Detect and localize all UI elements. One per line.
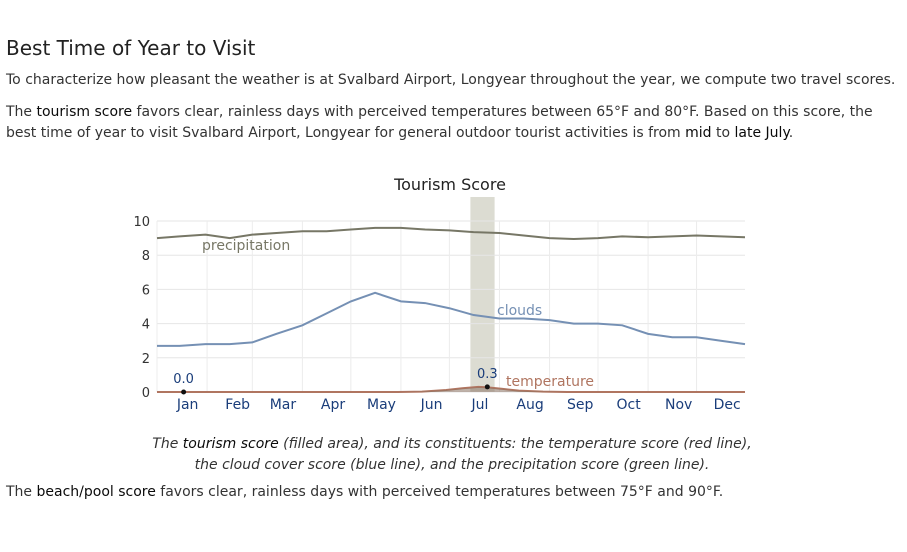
beach-text-1: The xyxy=(6,484,37,500)
x-tick-label: Sep xyxy=(567,397,594,413)
beach-text-2: favors clear, rainless days with perceiv… xyxy=(155,484,724,500)
y-tick-label: 6 xyxy=(142,283,150,298)
x-tick-label: Feb xyxy=(225,397,250,413)
y-tick-label: 2 xyxy=(142,352,150,367)
section-title: Best Time of Year to Visit xyxy=(6,36,256,60)
x-tick-label: Jul xyxy=(471,397,489,413)
clouds-line xyxy=(157,291,746,347)
temperature-series-label: temperature xyxy=(506,374,594,390)
temperature-line xyxy=(157,385,745,393)
annotation-point xyxy=(484,384,490,390)
chart-title: Tourism Score xyxy=(393,175,506,194)
x-tick-label: Oct xyxy=(617,397,642,413)
precipitation-series-label: precipitation xyxy=(202,238,290,254)
caption-tourism-score: tourism score xyxy=(182,436,279,452)
tourism-score-area xyxy=(157,387,745,392)
tourism-paragraph: The tourism score favors clear, rainless… xyxy=(6,102,901,144)
beach-paragraph: The beach/pool score favors clear, rainl… xyxy=(6,482,723,503)
x-tick-label: Nov xyxy=(665,397,692,413)
x-tick-label: Jan xyxy=(176,397,199,413)
beach-score-link[interactable]: beach/pool score xyxy=(36,484,156,500)
x-tick-label: Apr xyxy=(321,397,345,413)
best-time-highlight xyxy=(470,197,495,392)
precipitation-line xyxy=(156,226,746,240)
y-tick-label: 4 xyxy=(142,318,150,333)
tourism-text-3: to xyxy=(711,125,735,141)
x-tick-label: Mar xyxy=(270,397,297,413)
tourism-text-1: The xyxy=(6,104,37,120)
tourism-text-2: favors clear, rainless days with perceiv… xyxy=(6,104,873,141)
y-tick-label: 10 xyxy=(133,215,150,230)
x-tick-label: May xyxy=(367,397,396,413)
tourism-score-chart[interactable]: 0 2 4 6 8 10 Jan Feb Mar Apr May Jun Jul Aug Sep Oct Nov… xyxy=(0,168,907,418)
tourism-text-4: . xyxy=(788,125,794,141)
x-tick-label: Aug xyxy=(516,397,543,413)
intro-paragraph: To characterize how pleasant the weather… xyxy=(6,72,896,88)
x-tick-label: Jun xyxy=(420,397,443,413)
annotation-label: 0.3 xyxy=(477,367,498,382)
y-tick-label: 0 xyxy=(142,386,150,401)
caption-text-1: The xyxy=(152,436,183,452)
annotation-label: 0.0 xyxy=(173,372,194,387)
x-tick-label: Dec xyxy=(714,397,741,413)
caption-text-2: (filled area), and its constituents: the… xyxy=(194,436,752,473)
best-time-mid: mid xyxy=(685,125,712,141)
y-tick-label: 8 xyxy=(142,249,150,264)
best-time-late-july: late July xyxy=(734,125,789,141)
chart-caption: The tourism score (filled area), and its… xyxy=(140,434,764,476)
clouds-series-label: clouds xyxy=(497,303,542,319)
annotation-point xyxy=(181,389,187,395)
tourism-score-link[interactable]: tourism score xyxy=(36,104,133,120)
